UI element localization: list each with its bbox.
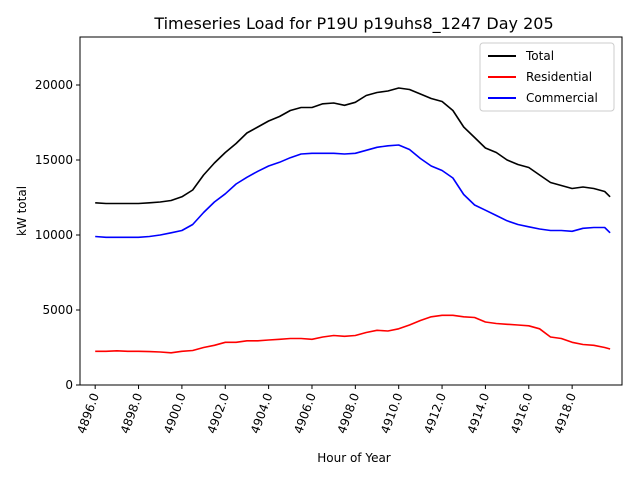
x-tick-label: 4898.0 bbox=[118, 391, 146, 435]
legend: Total Residential Commercial bbox=[480, 43, 614, 111]
y-tick-label: 20000 bbox=[35, 78, 73, 92]
y-axis: 0 5000 10000 15000 20000 bbox=[35, 78, 80, 392]
y-tick-label: 0 bbox=[65, 378, 73, 392]
y-tick-label: 5000 bbox=[42, 303, 73, 317]
chart-title: Timeseries Load for P19U p19uhs8_1247 Da… bbox=[153, 14, 553, 34]
y-axis-title: kW total bbox=[15, 186, 29, 236]
legend-label-total: Total bbox=[525, 49, 554, 63]
x-tick-label: 4904.0 bbox=[248, 391, 276, 435]
x-axis-title: Hour of Year bbox=[317, 451, 391, 465]
line-chart: 4896.0 4898.0 4900.0 4902.0 4904.0 4906.0 4908… bbox=[0, 0, 640, 480]
x-axis: 4896.0 4898.0 4900.0 4902.0 4904.0 4906.0 4908… bbox=[74, 385, 578, 435]
x-tick-label: 4906.0 bbox=[291, 391, 319, 435]
x-tick-label: 4914.0 bbox=[465, 391, 493, 435]
x-tick-label: 4900.0 bbox=[161, 391, 189, 435]
y-tick-label: 10000 bbox=[35, 228, 73, 242]
x-tick-label: 4896.0 bbox=[74, 391, 102, 435]
x-tick-label: 4910.0 bbox=[378, 391, 406, 435]
legend-label-commercial: Commercial bbox=[526, 91, 598, 105]
x-tick-label: 4912.0 bbox=[421, 391, 449, 435]
x-tick-label: 4918.0 bbox=[551, 391, 579, 435]
x-tick-label: 4916.0 bbox=[508, 391, 536, 435]
x-tick-label: 4908.0 bbox=[335, 391, 363, 435]
x-tick-label: 4902.0 bbox=[205, 391, 233, 435]
y-tick-label: 15000 bbox=[35, 153, 73, 167]
legend-label-residential: Residential bbox=[526, 70, 592, 84]
